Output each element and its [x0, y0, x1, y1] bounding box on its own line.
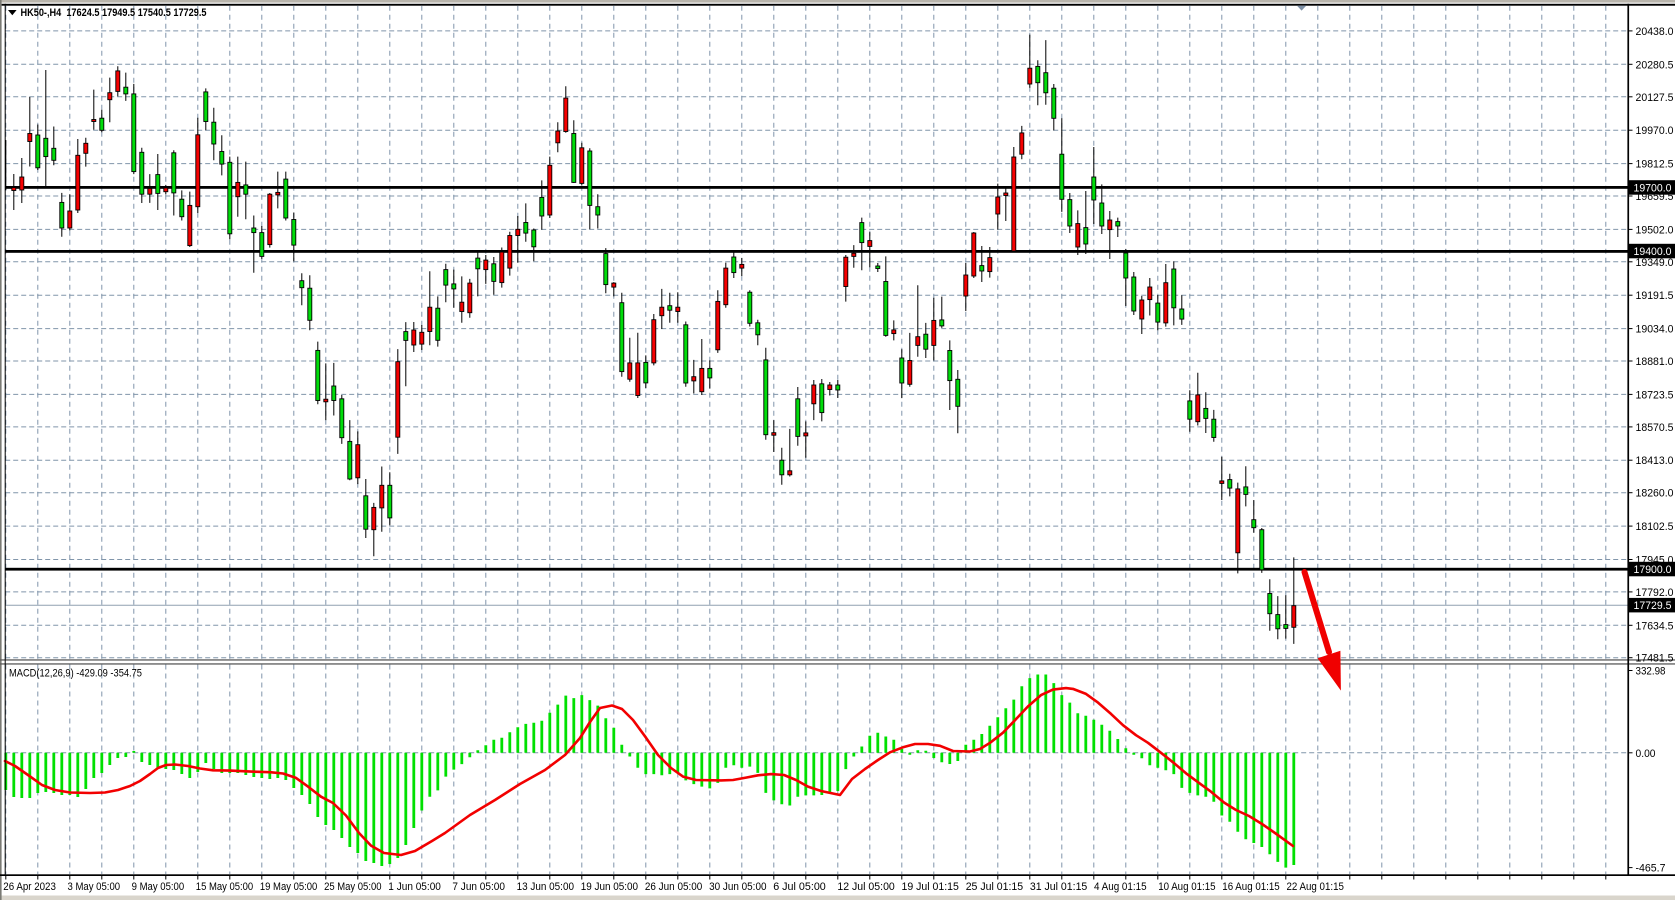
svg-text:4 Aug 01:15: 4 Aug 01:15	[1094, 881, 1147, 893]
svg-text:20438.0: 20438.0	[1636, 26, 1674, 38]
svg-text:19 Jun 05:00: 19 Jun 05:00	[581, 881, 638, 893]
svg-text:19812.5: 19812.5	[1636, 159, 1674, 171]
svg-text:19349.0: 19349.0	[1636, 257, 1674, 269]
svg-text:18102.5: 18102.5	[1636, 521, 1674, 533]
svg-text:HK50-,H4 17624.5 17949.5 1754: HK50-,H4 17624.5 17949.5 17540.5 17729.5	[21, 7, 207, 19]
svg-text:26 Jun 05:00: 26 Jun 05:00	[645, 881, 702, 893]
svg-text:17900.0: 17900.0	[1634, 564, 1672, 576]
svg-text:31 Jul 01:15: 31 Jul 01:15	[1030, 881, 1087, 893]
svg-text:-465.7: -465.7	[1636, 863, 1666, 875]
svg-text:19502.0: 19502.0	[1636, 224, 1674, 236]
svg-text:1 Jun 05:00: 1 Jun 05:00	[388, 881, 441, 893]
svg-text:25 May 05:00: 25 May 05:00	[324, 881, 381, 893]
svg-text:18260.0: 18260.0	[1636, 488, 1674, 500]
svg-text:18881.0: 18881.0	[1636, 356, 1674, 368]
svg-text:MACD(12,26,9) -429.09 -354.75: MACD(12,26,9) -429.09 -354.75	[9, 668, 142, 680]
svg-text:7 Jun 05:00: 7 Jun 05:00	[452, 881, 505, 893]
svg-text:19659.5: 19659.5	[1636, 191, 1674, 203]
svg-text:9 May 05:00: 9 May 05:00	[132, 881, 185, 893]
svg-text:10 Aug 01:15: 10 Aug 01:15	[1158, 881, 1215, 893]
svg-text:332.98: 332.98	[1636, 666, 1666, 678]
svg-text:6 Jul 05:00: 6 Jul 05:00	[773, 881, 826, 893]
svg-text:18570.5: 18570.5	[1636, 422, 1674, 434]
svg-text:18723.5: 18723.5	[1636, 389, 1674, 401]
svg-text:3 May 05:00: 3 May 05:00	[68, 881, 121, 893]
svg-text:19 Jul 01:15: 19 Jul 01:15	[902, 881, 959, 893]
svg-text:26 Apr 2023: 26 Apr 2023	[3, 881, 56, 893]
svg-text:20280.5: 20280.5	[1636, 59, 1674, 71]
svg-text:15 May 05:00: 15 May 05:00	[196, 881, 253, 893]
svg-text:19191.5: 19191.5	[1636, 290, 1674, 302]
svg-text:17729.5: 17729.5	[1634, 600, 1672, 612]
svg-text:13 Jun 05:00: 13 Jun 05:00	[517, 881, 574, 893]
svg-text:17792.0: 17792.0	[1636, 587, 1674, 599]
svg-text:19700.0: 19700.0	[1634, 182, 1672, 194]
svg-text:25 Jul 01:15: 25 Jul 01:15	[966, 881, 1023, 893]
svg-text:17634.5: 17634.5	[1636, 620, 1674, 632]
svg-text:20127.5: 20127.5	[1636, 92, 1674, 104]
svg-text:30 Jun 05:00: 30 Jun 05:00	[709, 881, 766, 893]
svg-text:17481.5: 17481.5	[1636, 653, 1674, 665]
svg-text:0.00: 0.00	[1636, 748, 1656, 760]
svg-text:12 Jul 05:00: 12 Jul 05:00	[837, 881, 894, 893]
svg-text:16 Aug 01:15: 16 Aug 01:15	[1222, 881, 1279, 893]
svg-text:17945.0: 17945.0	[1636, 555, 1674, 567]
svg-text:22 Aug 01:15: 22 Aug 01:15	[1287, 881, 1344, 893]
svg-text:19400.0: 19400.0	[1634, 246, 1672, 258]
svg-text:19970.0: 19970.0	[1636, 125, 1674, 137]
svg-text:19034.0: 19034.0	[1636, 324, 1674, 336]
svg-text:19 May 05:00: 19 May 05:00	[260, 881, 317, 893]
svg-text:18413.0: 18413.0	[1636, 455, 1674, 467]
